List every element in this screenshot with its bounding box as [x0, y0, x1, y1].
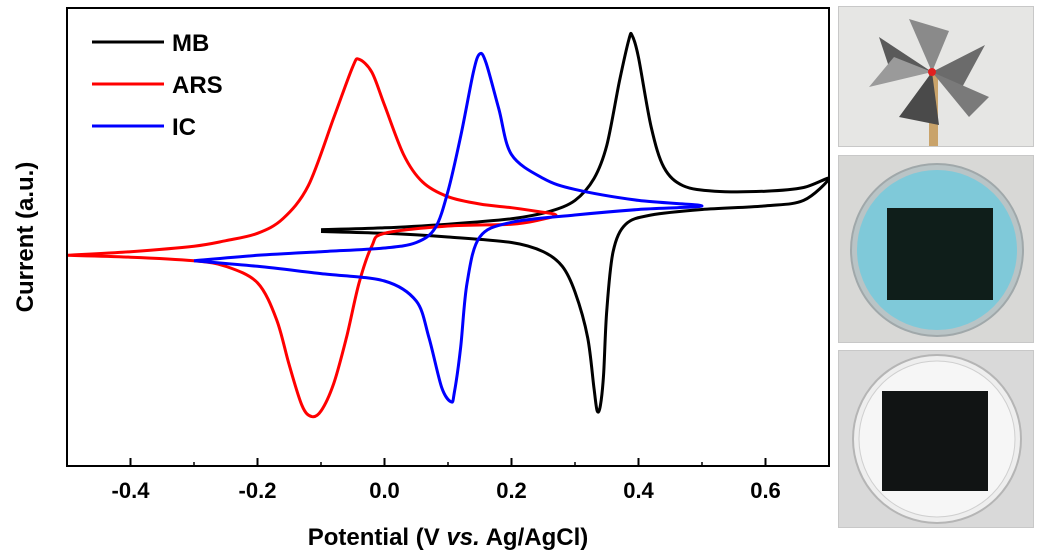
series-line-ars [67, 57, 558, 419]
x-tick-label: -0.2 [239, 478, 277, 503]
series-layer [67, 31, 829, 419]
x-tick-label: 0.4 [623, 478, 654, 503]
series-line-ic [193, 51, 704, 404]
dish-clear-image [839, 351, 1033, 527]
legend-label-ic: IC [172, 114, 196, 141]
x-tick-label: 0.6 [750, 478, 781, 503]
pinwheel-image [839, 7, 1033, 146]
photo-dish-blue [838, 155, 1034, 343]
photo-pinwheel [838, 6, 1034, 147]
x-tick-label: -0.4 [112, 478, 151, 503]
x-axis-title: Potential (V vs. Ag/AgCl) [308, 524, 588, 551]
series-line-mb [320, 31, 829, 414]
legend-label-ars: ARS [172, 72, 223, 99]
dish-blue-image [839, 156, 1033, 342]
legend-label-mb: MB [172, 30, 209, 57]
photo-dish-clear [838, 350, 1034, 528]
x-tick-label: 0.2 [496, 478, 527, 503]
legend: MB ARS IC [92, 30, 223, 141]
cv-chart: -0.4 -0.2 0.0 0.2 0.4 0.6 MB ARS IC Potential (… [12, 7, 830, 551]
x-tick-label: 0.0 [369, 478, 400, 503]
x-axis: -0.4 -0.2 0.0 0.2 0.4 0.6 [66, 458, 830, 503]
y-axis-title: Current (a.u.) [12, 162, 39, 313]
